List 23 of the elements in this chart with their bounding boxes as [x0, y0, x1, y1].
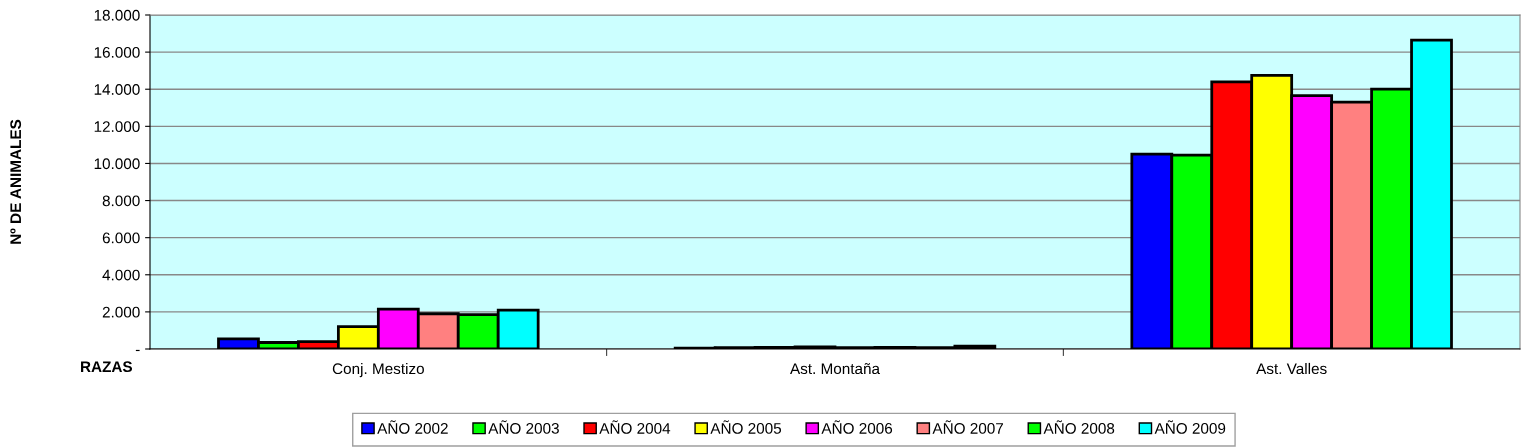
legend-label: AÑO 2003	[488, 420, 559, 434]
y-tick-label: -	[135, 349, 140, 352]
y-tick-label: 2.000	[102, 306, 140, 318]
x-tick-label: Ast. Montaña	[790, 363, 881, 375]
legend-label: AÑO 2009	[1154, 420, 1226, 434]
text: RAZAS	[81, 361, 133, 373]
y-tick-label: 10.000	[94, 158, 140, 170]
y-tick-label: 4.000	[102, 269, 140, 281]
legend-label: AÑO 2005	[710, 420, 782, 434]
y-tick-label: 6.000	[102, 232, 140, 244]
y-axis-title: Nº DE ANIMALES	[10, 119, 22, 244]
legend-label: AÑO 2002	[377, 420, 448, 434]
legend-label: AÑO 2007	[932, 420, 1004, 434]
y-tick-label: 18.000	[94, 9, 140, 21]
y-tick-label: 12.000	[94, 121, 140, 133]
legend-label: AÑO 2008	[1043, 420, 1115, 434]
y-tick-label: 14.000	[94, 84, 140, 95]
y-tick-label: 16.000	[94, 46, 140, 58]
legend-label: AÑO 2004	[599, 420, 671, 434]
x-tick-label: Ast. Valles	[1256, 362, 1327, 375]
y-tick-label: 8.000	[102, 195, 140, 207]
x-tick-label: Conj. Mestizo	[332, 362, 424, 378]
legend-label: AÑO 2006	[821, 420, 893, 434]
